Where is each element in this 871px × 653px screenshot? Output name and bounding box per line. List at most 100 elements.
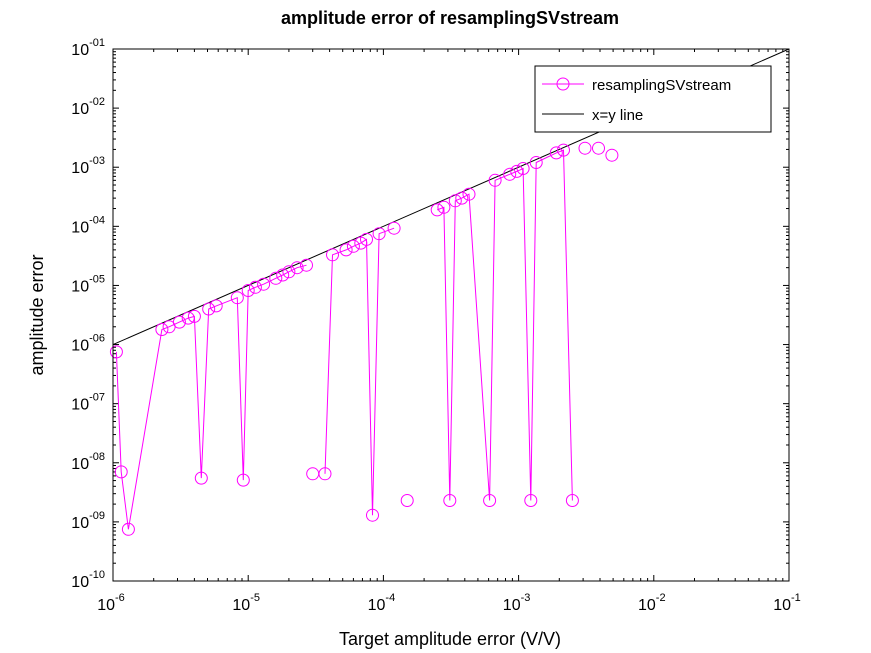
data-point — [605, 148, 619, 162]
y-tick-base: 10 — [71, 101, 89, 118]
data-point — [276, 268, 290, 282]
x-tick-exponent: -5 — [250, 592, 260, 604]
y-tick-base: 10 — [71, 574, 89, 591]
legend-marker-resampling — [556, 77, 570, 91]
x-tick-exponent: -4 — [385, 592, 395, 604]
data-point — [194, 471, 208, 485]
y-tick-label: 10-08 — [71, 451, 105, 473]
data-point — [257, 277, 271, 291]
x-tick-label: 10-6 — [97, 592, 125, 614]
y-tick-label: 10-06 — [71, 333, 105, 355]
y-tick-base: 10 — [71, 160, 89, 177]
y-tick-label: 10-02 — [71, 96, 105, 118]
data-point — [387, 221, 401, 235]
x-tick-base: 10 — [368, 597, 386, 614]
data-point — [202, 302, 216, 316]
data-point — [300, 258, 313, 272]
y-tick-base: 10 — [71, 397, 89, 414]
y-tick-label: 10-09 — [71, 510, 105, 532]
data-point — [557, 143, 570, 157]
x-tick-base: 10 — [638, 597, 656, 614]
x-tick-label: 10-4 — [368, 592, 396, 614]
data-point — [172, 315, 186, 329]
y-tick-label: 10-10 — [71, 569, 105, 591]
y-tick-base: 10 — [71, 456, 89, 473]
y-tick-exponent: -04 — [89, 214, 105, 226]
x-tick-label: 10-3 — [503, 592, 531, 614]
data-point — [430, 203, 444, 217]
x-tick-exponent: -6 — [115, 592, 125, 604]
legend-label-resampling: resamplingSVstream — [592, 77, 731, 94]
data-point — [121, 522, 135, 536]
data-point — [488, 173, 502, 187]
y-tick-exponent: -09 — [89, 510, 105, 522]
data-point — [346, 239, 360, 253]
chart-title: amplitude error of resamplingSVstream — [281, 8, 619, 28]
y-tick-label: 10-03 — [71, 155, 105, 177]
y-tick-base: 10 — [71, 219, 89, 236]
data-point — [372, 227, 386, 241]
plot-area — [113, 49, 789, 581]
data-point — [462, 187, 476, 201]
legend-box — [534, 65, 772, 133]
x-tick-base: 10 — [232, 597, 250, 614]
y-tick-base: 10 — [71, 42, 89, 59]
y-tick-exponent: -10 — [89, 569, 105, 581]
x-tick-exponent: -3 — [521, 592, 531, 604]
y-tick-label: 10-04 — [71, 214, 105, 236]
legend-label-xy: x=y line — [592, 107, 643, 124]
plot-data — [109, 48, 790, 536]
x-tick-exponent: -2 — [656, 592, 666, 604]
y-tick-exponent: -06 — [89, 333, 105, 345]
y-tick-label: 10-01 — [71, 37, 105, 59]
x-tick-label: 10-5 — [232, 592, 260, 614]
data-point — [503, 167, 517, 181]
x-tick-base: 10 — [97, 597, 115, 614]
data-point — [437, 200, 451, 214]
data-point — [230, 291, 244, 305]
data-point — [565, 494, 579, 507]
data-point — [114, 465, 128, 479]
x-tick-base: 10 — [773, 597, 791, 614]
data-point — [529, 156, 543, 169]
data-point — [443, 494, 457, 507]
y-tick-base: 10 — [71, 278, 89, 295]
y-tick-base: 10 — [71, 515, 89, 532]
data-point — [360, 232, 373, 246]
data-point — [109, 345, 123, 359]
data-point — [510, 164, 524, 178]
data-point — [400, 494, 414, 507]
data-point — [524, 494, 538, 507]
y-tick-exponent: -02 — [89, 96, 105, 108]
x-tick-base: 10 — [503, 597, 521, 614]
x-tick-label: 10-1 — [773, 592, 801, 614]
y-tick-exponent: -01 — [89, 37, 105, 49]
x-tick-exponent: -1 — [791, 592, 801, 604]
data-point — [578, 141, 592, 155]
x-axis-label: Target amplitude error (V/V) — [339, 629, 561, 649]
data-point — [366, 508, 379, 522]
y-tick-label: 10-05 — [71, 273, 105, 295]
data-point — [326, 248, 339, 262]
data-point — [187, 309, 201, 323]
y-tick-base: 10 — [71, 338, 89, 355]
data-point — [248, 280, 262, 294]
data-point — [516, 162, 530, 175]
data-point — [592, 141, 605, 155]
x-tick-label: 10-2 — [638, 592, 666, 614]
data-point — [209, 299, 223, 313]
y-tick-exponent: -05 — [89, 273, 105, 285]
y-tick-exponent: -03 — [89, 155, 105, 167]
data-point — [282, 265, 296, 279]
data-point — [181, 311, 195, 325]
data-point — [290, 261, 304, 275]
data-point — [448, 194, 462, 208]
data-point — [318, 467, 332, 481]
y-tick-exponent: -07 — [89, 392, 105, 404]
data-point — [455, 191, 469, 205]
y-tick-label: 10-07 — [71, 392, 105, 414]
data-point — [236, 473, 250, 487]
data-point — [241, 284, 255, 297]
plot-frame — [112, 48, 790, 582]
